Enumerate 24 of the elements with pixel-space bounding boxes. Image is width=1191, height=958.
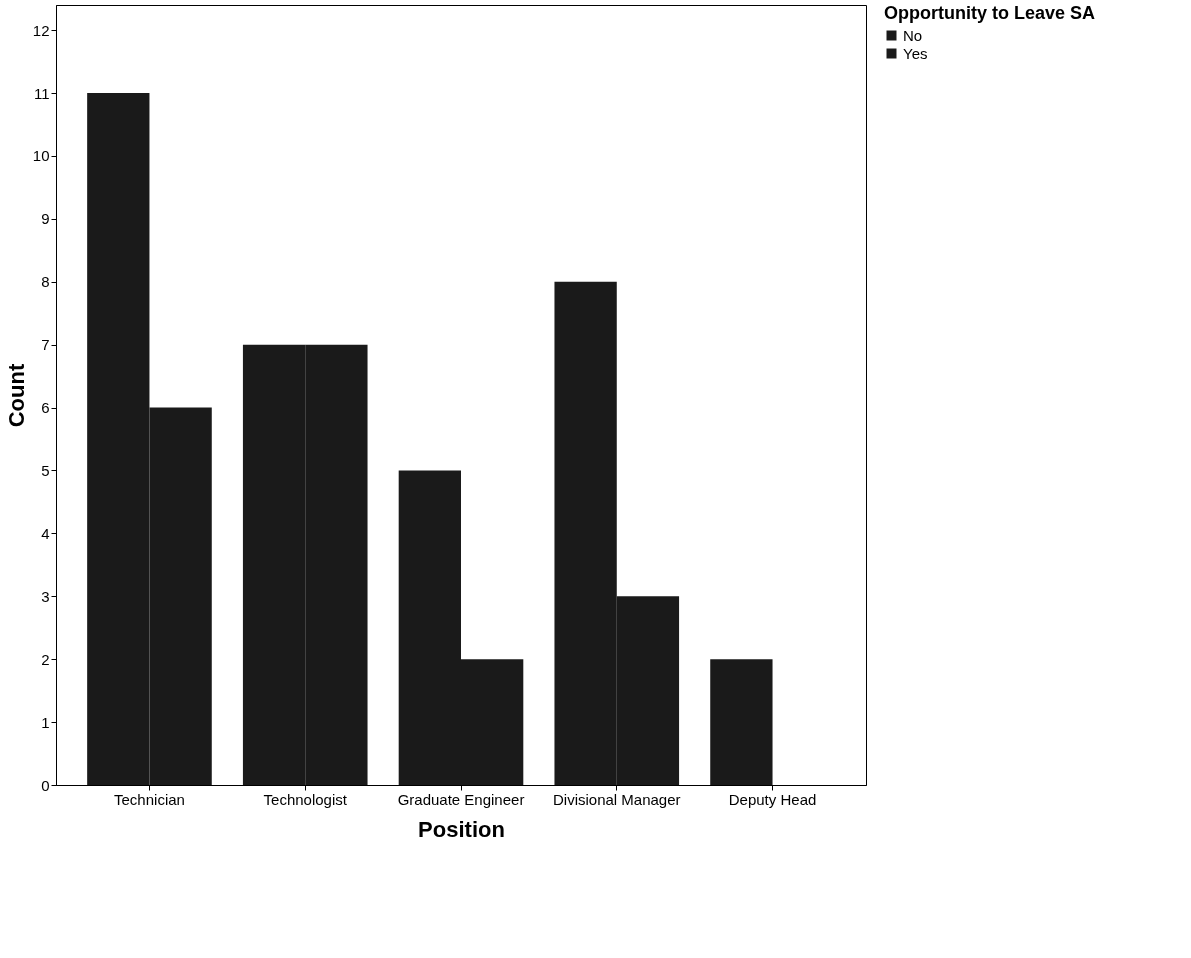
x-tick-label: Technologist [263,790,348,808]
y-tick-label: 9 [41,210,50,228]
x-axis-title: Position [418,816,505,842]
y-tick-label: 3 [41,587,50,605]
y-tick-label: 1 [41,713,50,731]
y-tick-label: 10 [32,147,50,165]
bar [710,659,773,785]
y-tick-label: 6 [41,399,50,417]
legend-label: Yes [903,44,928,62]
y-tick-label: 11 [33,84,50,102]
y-tick-label: 5 [41,461,50,479]
y-tick-label: 4 [41,524,50,542]
x-tick-label: Technician [114,790,185,808]
y-axis-title: Count [3,363,29,428]
y-tick-label: 12 [32,21,50,39]
x-tick-label: Divisional Manager [552,790,681,808]
x-tick-label: Deputy Head [728,790,817,808]
y-tick-label: 7 [41,336,50,354]
y-tick-label: 8 [41,273,50,291]
y-tick-label: 2 [41,650,50,668]
legend-label: No [903,26,923,44]
y-tick-label: 0 [41,776,50,794]
legend-title: Opportunity to Leave SA [884,3,1096,23]
x-tick-label: Graduate Engineer [397,790,525,808]
